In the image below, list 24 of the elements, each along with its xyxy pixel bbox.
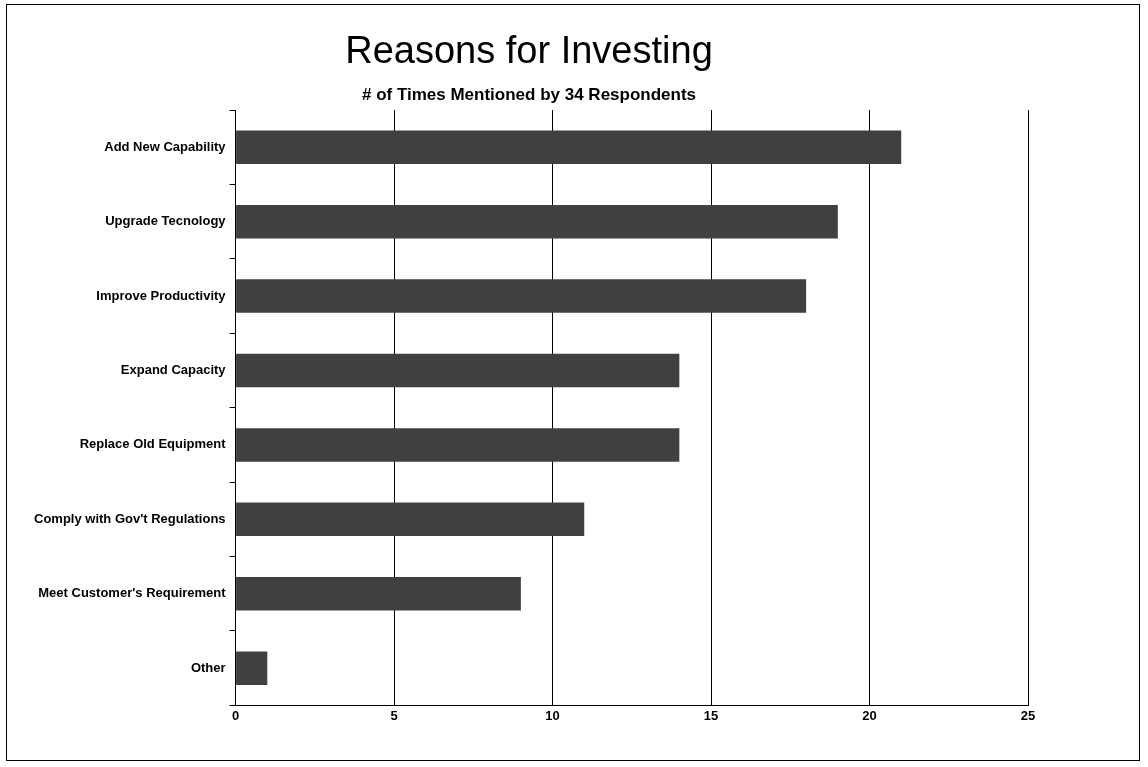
chart-title: Reasons for Investing [345, 29, 713, 72]
y-tick-label: Add New Capability [104, 138, 227, 154]
bar [236, 651, 268, 685]
y-tick-label: Improve Productivity [96, 287, 227, 303]
chart-subtitle: # of Times Mentioned by 34 Respondents [361, 85, 697, 105]
y-tick-label: Upgrade Tecnology [105, 213, 227, 229]
y-tick-label: Other [190, 659, 226, 675]
bar [236, 428, 680, 462]
y-tick-label: Replace Old Equipment [79, 436, 227, 452]
bar [236, 130, 902, 164]
bar [236, 577, 521, 611]
x-tick-label: 15 [703, 707, 719, 723]
y-tick-label: Meet Customer's Requirement [38, 585, 227, 601]
bar [236, 502, 585, 537]
x-tick-label: 0 [231, 707, 240, 723]
x-tick-label: 25 [1020, 707, 1036, 723]
y-tick-label: Expand Capacity [120, 362, 227, 378]
bar [236, 204, 838, 239]
x-tick-label: 10 [545, 707, 560, 723]
y-tick-label: Comply with Gov't Regulations [33, 510, 226, 526]
bar [236, 279, 807, 313]
x-tick-label: 5 [390, 707, 398, 723]
bar [236, 353, 680, 388]
x-tick-label: 20 [862, 707, 877, 723]
